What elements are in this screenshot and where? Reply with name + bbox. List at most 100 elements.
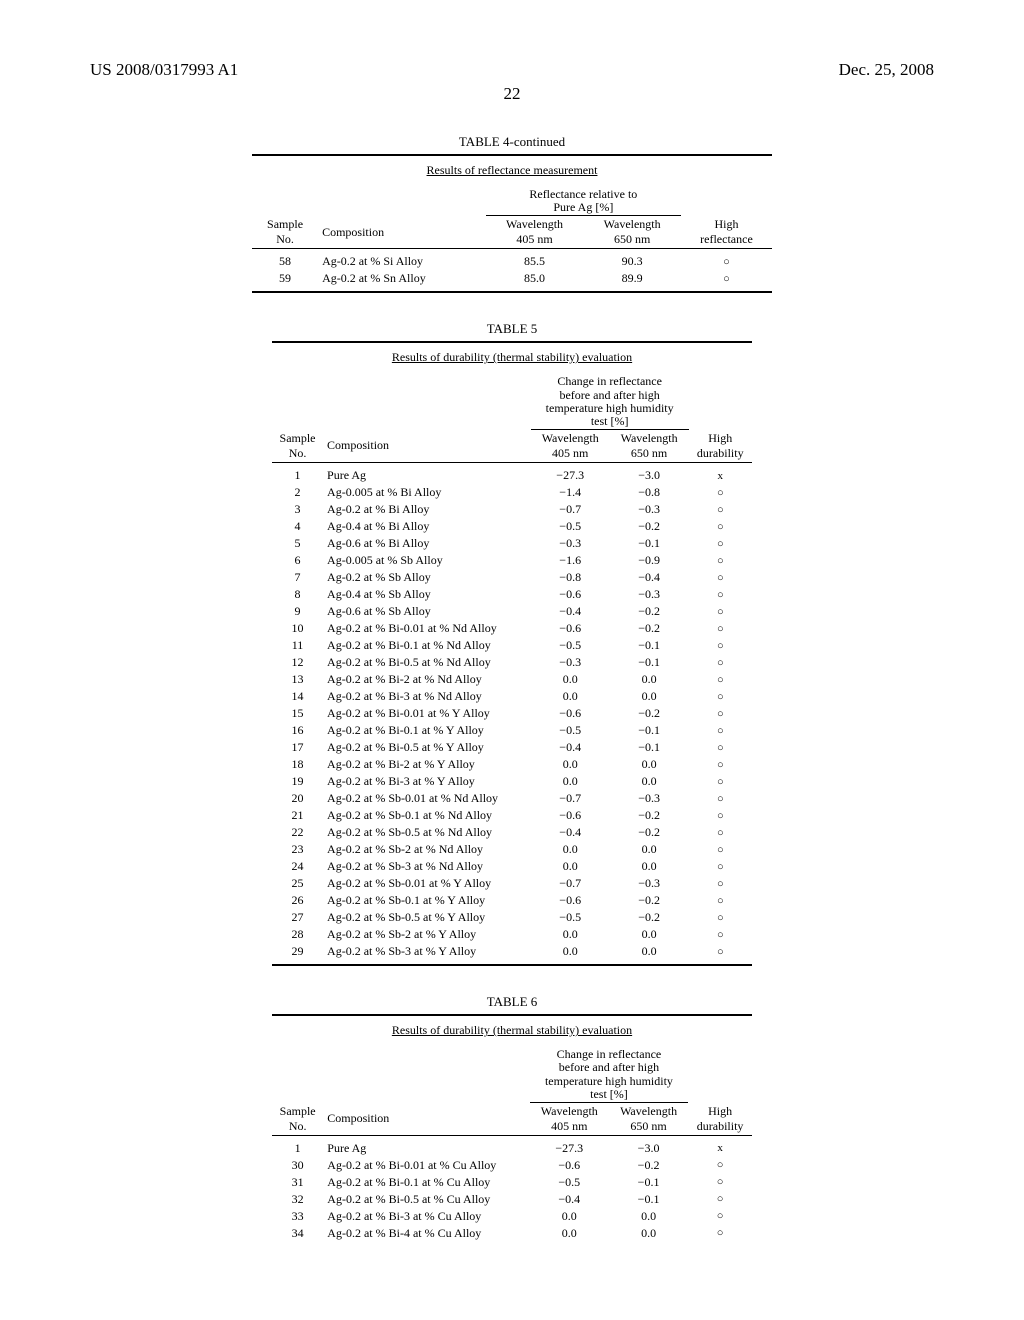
page-number: 22 xyxy=(90,84,934,104)
cell-w405: −0.4 xyxy=(530,1191,609,1208)
cell-sample-no: 22 xyxy=(272,824,323,841)
cell-composition: Ag-0.2 at % Sb-2 at % Y Alloy xyxy=(323,926,531,943)
table-row: 15Ag-0.2 at % Bi-0.01 at % Y Alloy−0.6−0… xyxy=(272,705,752,722)
cell-w650: −0.2 xyxy=(609,1157,688,1174)
table-row: 23Ag-0.2 at % Sb-2 at % Nd Alloy0.00.0○ xyxy=(272,841,752,858)
table-row: 58Ag-0.2 at % Si Alloy85.590.3○ xyxy=(252,253,772,270)
cell-mark: ○ xyxy=(689,688,752,705)
cell-w405: −0.6 xyxy=(531,586,610,603)
cell-composition: Ag-0.2 at % Bi-0.1 at % Cu Alloy xyxy=(323,1174,529,1191)
cell-sample-no: 3 xyxy=(272,501,323,518)
col-comp: Composition xyxy=(323,1102,529,1135)
table-row: 22Ag-0.2 at % Sb-0.5 at % Nd Alloy−0.4−0… xyxy=(272,824,752,841)
cell-sample-no: 7 xyxy=(272,569,323,586)
cell-sample-no: 20 xyxy=(272,790,323,807)
cell-composition: Ag-0.2 at % Sb-0.5 at % Nd Alloy xyxy=(323,824,531,841)
cell-w650: 0.0 xyxy=(610,926,689,943)
table-row: 17Ag-0.2 at % Bi-0.5 at % Y Alloy−0.4−0.… xyxy=(272,739,752,756)
cell-mark: ○ xyxy=(689,756,752,773)
cell-mark: x xyxy=(689,467,752,484)
cell-w405: 0.0 xyxy=(531,858,610,875)
table-row: 34Ag-0.2 at % Bi-4 at % Cu Alloy0.00.0○ xyxy=(272,1225,752,1242)
table-row: 14Ag-0.2 at % Bi-3 at % Nd Alloy0.00.0○ xyxy=(272,688,752,705)
cell-composition: Ag-0.2 at % Bi-0.5 at % Nd Alloy xyxy=(323,654,531,671)
cell-mark: ○ xyxy=(689,518,752,535)
cell-composition: Ag-0.2 at % Bi-2 at % Y Alloy xyxy=(323,756,531,773)
cell-w405: −27.3 xyxy=(530,1140,609,1157)
cell-w650: 0.0 xyxy=(610,671,689,688)
cell-w405: 85.5 xyxy=(486,253,584,270)
cell-composition: Ag-0.2 at % Sb-3 at % Nd Alloy xyxy=(323,858,531,875)
cell-w650: 0.0 xyxy=(610,688,689,705)
cell-w405: 0.0 xyxy=(531,773,610,790)
cell-composition: Ag-0.2 at % Bi-0.01 at % Y Alloy xyxy=(323,705,531,722)
cell-w405: −1.6 xyxy=(531,552,610,569)
cell-composition: Ag-0.2 at % Bi-2 at % Nd Alloy xyxy=(323,671,531,688)
cell-sample-no: 1 xyxy=(272,1140,323,1157)
table-row: 3Ag-0.2 at % Bi Alloy−0.7−0.3○ xyxy=(272,501,752,518)
cell-w405: −0.7 xyxy=(531,790,610,807)
cell-composition: Ag-0.2 at % Si Alloy xyxy=(318,253,486,270)
cell-sample-no: 24 xyxy=(272,858,323,875)
table-row: 59Ag-0.2 at % Sn Alloy85.089.9○ xyxy=(252,270,772,287)
cell-w405: −0.4 xyxy=(531,739,610,756)
cell-w405: −0.7 xyxy=(531,501,610,518)
cell-w650: −0.1 xyxy=(609,1191,688,1208)
table-6-title: TABLE 6 xyxy=(272,994,752,1010)
table-6-subtitle: Results of durability (thermal stability… xyxy=(272,1022,752,1039)
cell-mark: x xyxy=(688,1140,752,1157)
table-row: 32Ag-0.2 at % Bi-0.5 at % Cu Alloy−0.4−0… xyxy=(272,1191,752,1208)
cell-mark: ○ xyxy=(689,620,752,637)
cell-w650: −0.2 xyxy=(610,909,689,926)
table-row: 30Ag-0.2 at % Bi-0.01 at % Cu Alloy−0.6−… xyxy=(272,1157,752,1174)
table-row: 16Ag-0.2 at % Bi-0.1 at % Y Alloy−0.5−0.… xyxy=(272,722,752,739)
cell-w650: −0.2 xyxy=(610,518,689,535)
cell-w405: −0.6 xyxy=(531,892,610,909)
cell-sample-no: 34 xyxy=(272,1225,323,1242)
cell-w650: −0.1 xyxy=(610,637,689,654)
cell-sample-no: 28 xyxy=(272,926,323,943)
cell-w405: −0.5 xyxy=(531,722,610,739)
col-comp: Composition xyxy=(323,430,531,463)
cell-w405: 0.0 xyxy=(530,1208,609,1225)
cell-mark: ○ xyxy=(689,552,752,569)
table-row: 25Ag-0.2 at % Sb-0.01 at % Y Alloy−0.7−0… xyxy=(272,875,752,892)
cell-composition: Ag-0.2 at % Bi-0.01 at % Cu Alloy xyxy=(323,1157,529,1174)
table-row: 29Ag-0.2 at % Sb-3 at % Y Alloy0.00.0○ xyxy=(272,943,752,960)
cell-sample-no: 19 xyxy=(272,773,323,790)
col-hr: Highreflectance xyxy=(681,216,772,249)
table-row: 4Ag-0.4 at % Bi Alloy−0.5−0.2○ xyxy=(272,518,752,535)
cell-w405: −0.7 xyxy=(531,875,610,892)
cell-composition: Ag-0.2 at % Bi-4 at % Cu Alloy xyxy=(323,1225,529,1242)
cell-sample-no: 18 xyxy=(272,756,323,773)
table-row: 1Pure Ag−27.3−3.0x xyxy=(272,1140,752,1157)
cell-composition: Ag-0.2 at % Sb-3 at % Y Alloy xyxy=(323,943,531,960)
cell-w405: 0.0 xyxy=(531,688,610,705)
cell-mark: ○ xyxy=(689,654,752,671)
table-6-group: Change in reflectancebefore and after hi… xyxy=(530,1047,689,1102)
cell-mark: ○ xyxy=(688,1191,752,1208)
cell-mark: ○ xyxy=(689,943,752,960)
cell-w650: −3.0 xyxy=(609,1140,688,1157)
cell-w650: −0.1 xyxy=(610,535,689,552)
cell-mark: ○ xyxy=(689,875,752,892)
cell-mark: ○ xyxy=(689,909,752,926)
cell-w650: −0.3 xyxy=(610,875,689,892)
cell-w650: −0.3 xyxy=(610,501,689,518)
cell-composition: Ag-0.2 at % Bi-0.5 at % Y Alloy xyxy=(323,739,531,756)
cell-w650: −0.2 xyxy=(610,824,689,841)
cell-w650: −0.1 xyxy=(609,1174,688,1191)
cell-sample-no: 29 xyxy=(272,943,323,960)
cell-mark: ○ xyxy=(689,722,752,739)
cell-sample-no: 31 xyxy=(272,1174,323,1191)
cell-mark: ○ xyxy=(681,270,772,287)
cell-w405: −0.5 xyxy=(530,1174,609,1191)
cell-w650: 0.0 xyxy=(609,1225,688,1242)
table-row: 24Ag-0.2 at % Sb-3 at % Nd Alloy0.00.0○ xyxy=(272,858,752,875)
cell-composition: Ag-0.6 at % Sb Alloy xyxy=(323,603,531,620)
col-comp: Composition xyxy=(318,216,486,249)
cell-w650: 0.0 xyxy=(610,756,689,773)
cell-w650: −0.4 xyxy=(610,569,689,586)
pub-number: US 2008/0317993 A1 xyxy=(90,60,238,80)
cell-w405: −0.3 xyxy=(531,535,610,552)
